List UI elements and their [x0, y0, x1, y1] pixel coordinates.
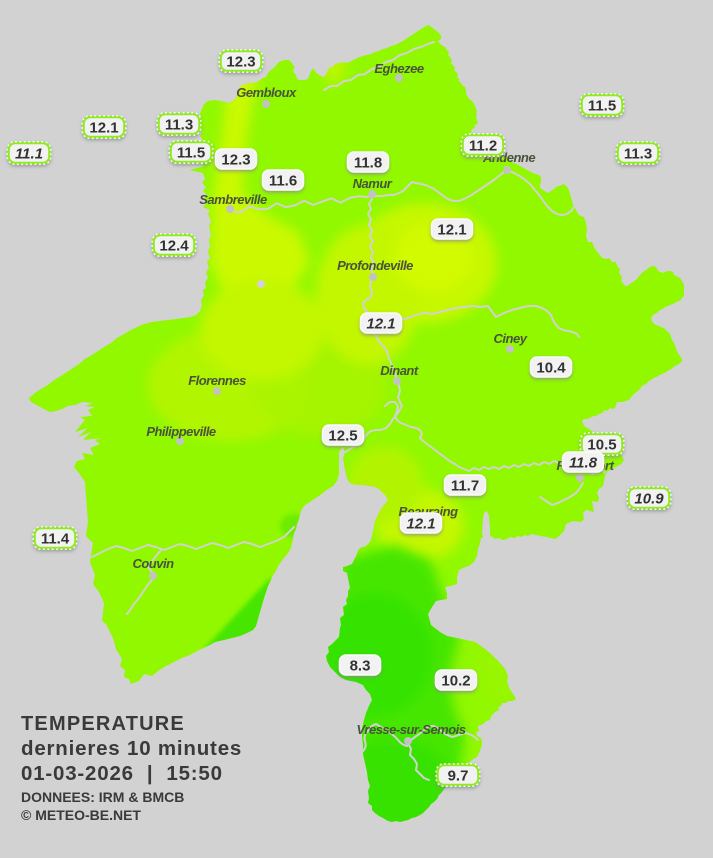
svg-text:9.7: 9.7 [448, 767, 469, 784]
svg-text:11.4: 11.4 [41, 530, 70, 547]
svg-text:8.3: 8.3 [350, 657, 371, 674]
svg-text:11.3: 11.3 [624, 145, 652, 162]
svg-text:dernieres 10 minutes: dernieres 10 minutes [21, 737, 242, 760]
svg-text:Eghezee: Eghezee [374, 61, 424, 76]
svg-text:10.9: 10.9 [634, 490, 664, 507]
svg-text:12.1: 12.1 [437, 221, 466, 238]
svg-text:© METEO-BE.NET: © METEO-BE.NET [21, 807, 141, 823]
svg-text:Florennes: Florennes [188, 373, 246, 388]
svg-text:Couvin: Couvin [132, 556, 174, 571]
svg-text:11.5: 11.5 [177, 144, 205, 161]
svg-text:Ciney: Ciney [494, 331, 528, 346]
svg-text:12.1: 12.1 [89, 119, 118, 136]
svg-text:12.1: 12.1 [406, 515, 435, 532]
svg-text:10.5: 10.5 [587, 436, 616, 453]
svg-text:10.2: 10.2 [441, 672, 470, 689]
svg-text:Philippeville: Philippeville [146, 424, 216, 439]
svg-text:12.4: 12.4 [159, 237, 189, 254]
svg-text:12.1: 12.1 [366, 315, 395, 332]
svg-text:12.5: 12.5 [328, 427, 357, 444]
svg-text:DONNEES: IRM & BMCB: DONNEES: IRM & BMCB [21, 789, 184, 805]
svg-text:TEMPERATURE: TEMPERATURE [21, 713, 185, 735]
svg-text:12.3: 12.3 [226, 53, 255, 70]
svg-text:11.1: 11.1 [15, 145, 43, 162]
svg-text:Gembloux: Gembloux [236, 85, 297, 100]
svg-text:11.8: 11.8 [569, 454, 598, 471]
svg-text:11.2: 11.2 [469, 137, 497, 154]
svg-text:11.5: 11.5 [588, 97, 616, 114]
svg-text:Vresse-sur-Semois: Vresse-sur-Semois [356, 722, 465, 737]
svg-text:11.6: 11.6 [269, 172, 297, 189]
svg-text:Sambreville: Sambreville [199, 192, 267, 207]
svg-text:Dinant: Dinant [380, 363, 419, 378]
svg-text:Profondeville: Profondeville [337, 258, 413, 273]
svg-text:11.7: 11.7 [451, 477, 479, 494]
svg-text:Namur: Namur [353, 176, 393, 191]
svg-text:11.3: 11.3 [165, 116, 193, 133]
svg-text:11.8: 11.8 [354, 154, 382, 171]
svg-text:12.3: 12.3 [221, 151, 250, 168]
svg-text:10.4: 10.4 [536, 359, 566, 376]
svg-text:01-03-2026 | 15:50: 01-03-2026 | 15:50 [21, 762, 223, 785]
